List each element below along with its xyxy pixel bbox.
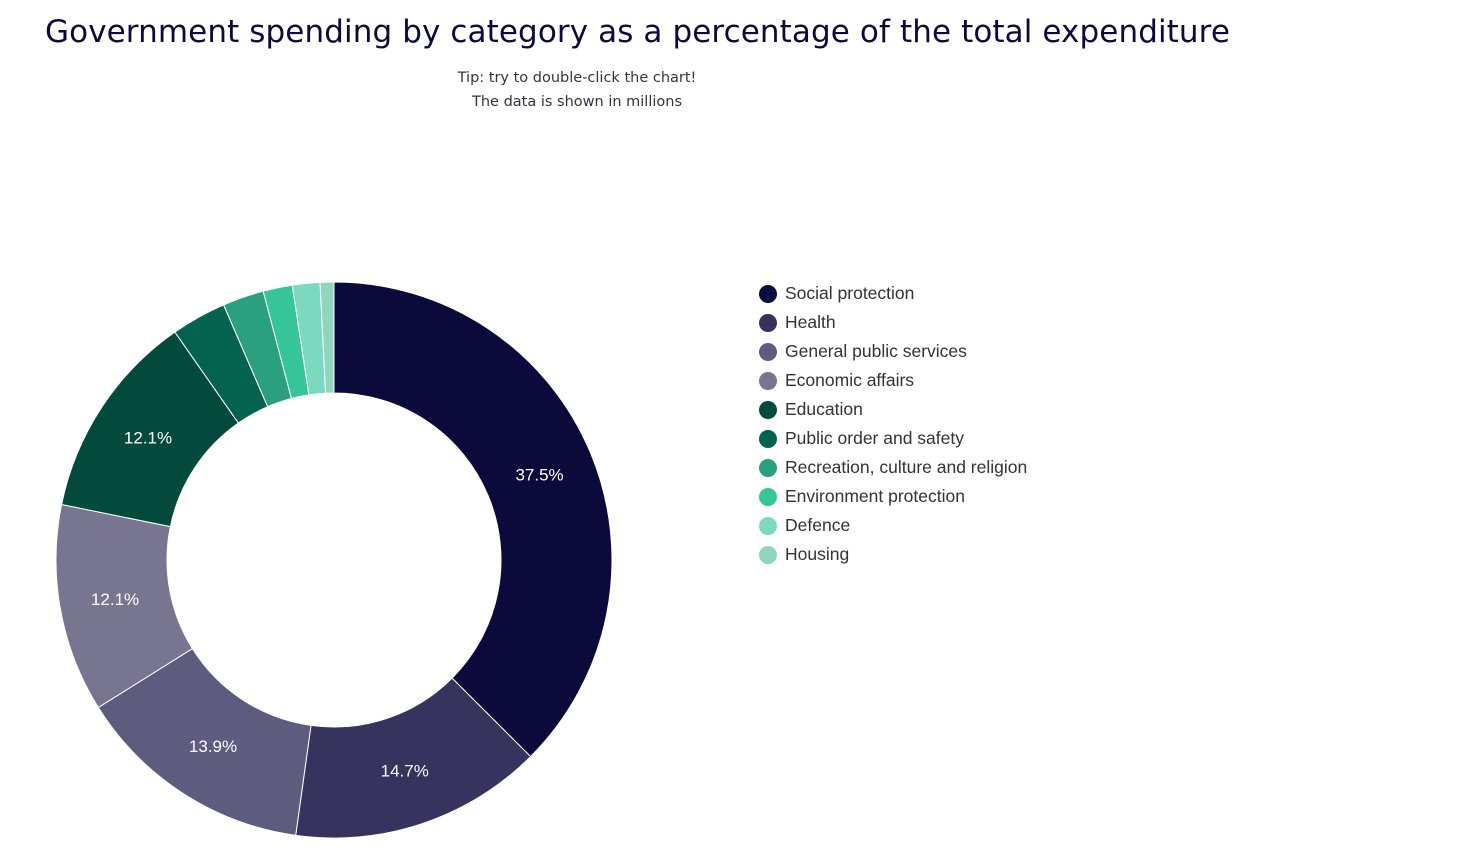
legend-label: Environment protection [785,486,965,506]
data-label-health: 14.7% [381,761,429,780]
donut-data-labels: 37.5% 14.7% 13.9% 12.1% 12.1% [91,428,564,780]
legend-swatch [759,400,777,419]
legend-label: Public order and safety [785,428,964,448]
legend-swatch [759,487,777,506]
legend-item-health[interactable]: Health [759,308,1027,337]
legend-label: Social protection [785,283,915,303]
chart-legend: Social protection Health General public se… [759,279,1027,569]
legend-label: Health [785,312,836,332]
legend-item-economic-affairs[interactable]: Economic affairs [759,366,1027,395]
legend-item-social-protection[interactable]: Social protection [759,279,1027,308]
legend-item-defence[interactable]: Defence [759,511,1027,540]
legend-swatch [759,313,777,332]
legend-label: General public services [785,341,967,361]
legend-item-housing[interactable]: Housing [759,540,1027,569]
slice-housing[interactable] [319,281,335,394]
legend-label: Education [785,399,863,419]
legend-swatch [759,516,777,535]
data-label-economic-affairs: 12.1% [91,590,139,609]
chart-title: Government spending by category as a per… [45,14,1231,50]
legend-swatch [759,284,777,303]
legend-item-public-order-and-safety[interactable]: Public order and safety [759,424,1027,453]
legend-swatch [759,429,777,448]
legend-label: Recreation, culture and religion [785,457,1028,477]
legend-label: Defence [785,515,851,535]
donut-slices [55,281,613,839]
slice-social-protection[interactable] [333,281,613,758]
data-label-social-protection: 37.5% [515,465,563,484]
data-label-education: 12.1% [124,428,172,447]
legend-label: Economic affairs [785,370,915,390]
legend-swatch [759,545,777,564]
legend-swatch [759,342,777,361]
legend-label: Housing [785,544,850,564]
chart-subtitle: Tip: try to double-click the chart! The … [0,66,1154,114]
legend-item-education[interactable]: Education [759,395,1027,424]
subtitle-tip: Tip: try to double-click the chart! [457,70,697,86]
legend-item-recreation-culture-and-religion[interactable]: Recreation, culture and religion [759,453,1027,482]
legend-swatch [759,458,777,477]
subtitle-note: The data is shown in millions [472,94,682,110]
legend-item-environment-protection[interactable]: Environment protection [759,482,1027,511]
data-label-general-public-services: 13.9% [189,737,237,756]
legend-item-general-public-services[interactable]: General public services [759,337,1027,366]
legend-swatch [759,371,777,390]
